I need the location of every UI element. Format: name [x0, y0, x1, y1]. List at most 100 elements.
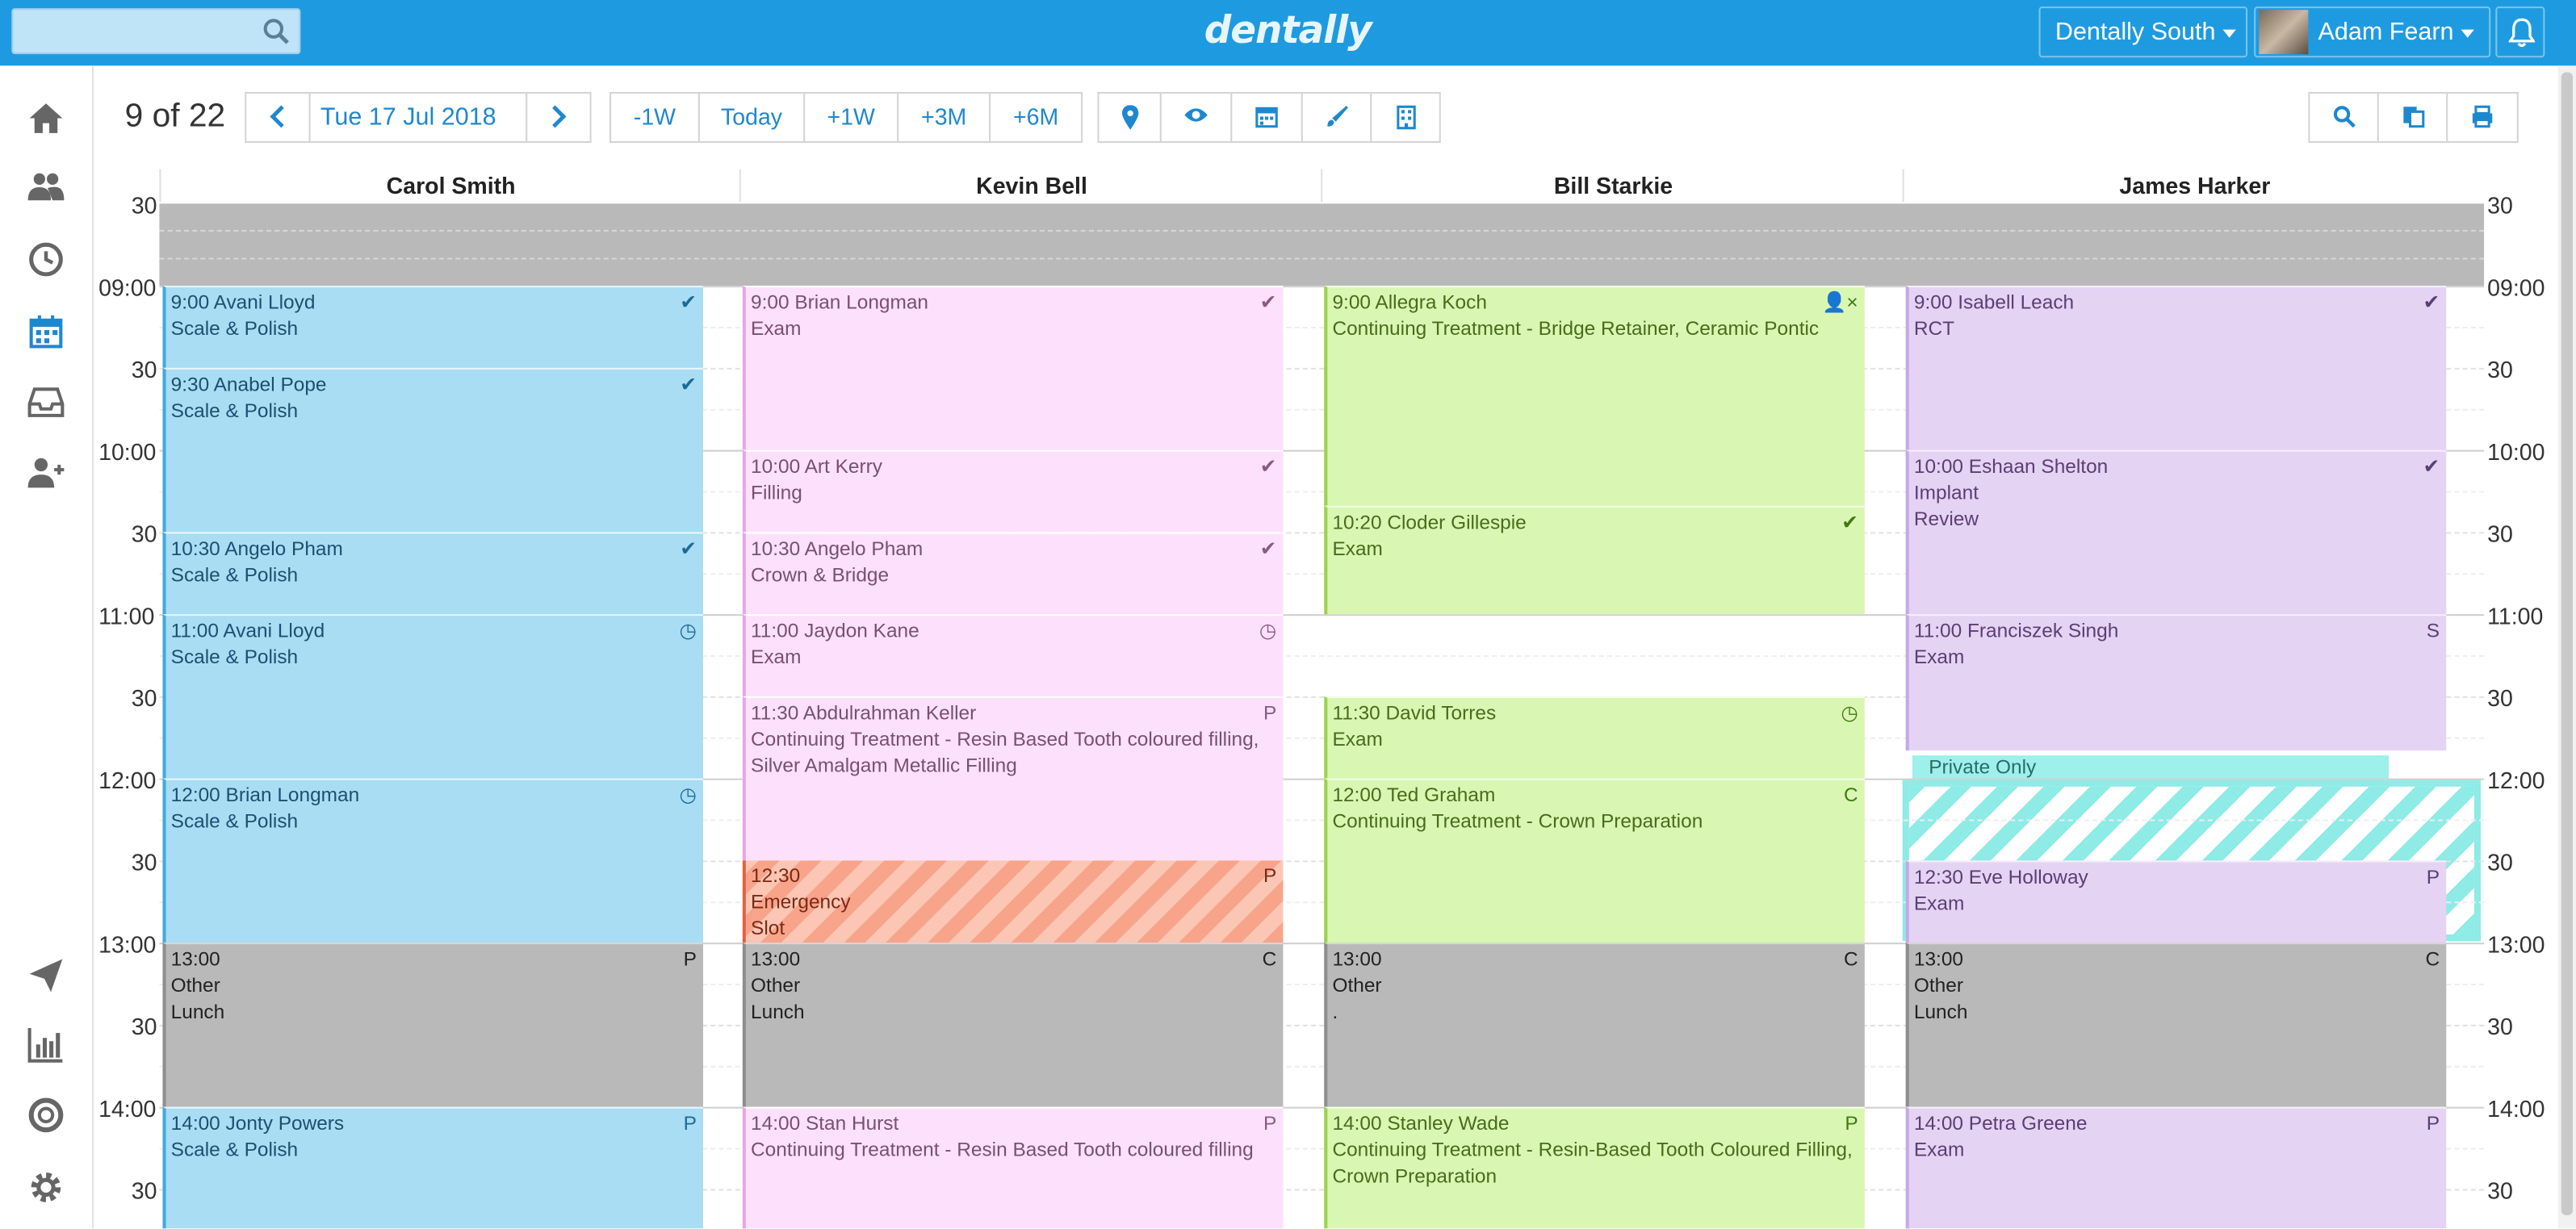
column-header-james-harker: James Harker [1902, 169, 2486, 203]
appointment-status-icon: P [683, 1111, 697, 1135]
appointment-status-icon: P [683, 947, 697, 971]
appointment-detail: Scale & Polish [170, 316, 299, 341]
appointment-time-patient: 13:00 [1332, 947, 1382, 971]
appointment-detail: Lunch [170, 1000, 225, 1023]
practice-name: Dentally South [2055, 18, 2216, 46]
inbox-icon[interactable] [27, 382, 66, 422]
time-label-left: 30 [131, 1013, 157, 1040]
appointment-detail: Lunch [1913, 1000, 1968, 1023]
appointment-status-icon: S [2426, 619, 2440, 642]
eye-icon [1184, 108, 1208, 122]
clock-icon[interactable] [27, 240, 66, 279]
today-button[interactable]: Today [697, 91, 806, 144]
appointment-card[interactable]: 14:00 Petra Greene Exam P [1905, 1106, 2447, 1229]
appointment-time-patient: 9:00 Avani Lloyd [170, 291, 316, 314]
appointment-card[interactable]: 13:00 Other Lunch P [162, 943, 704, 1107]
appointment-detail: Continuing Treatment - Resin-Based Tooth… [1332, 1138, 1853, 1188]
appointment-time-patient: 12:30 Eve Holloway [1913, 865, 2088, 888]
appointment-card[interactable]: 11:30 Abdulrahman Keller Continuing Treat… [742, 696, 1284, 861]
appointment-detail: RCT [1913, 316, 1955, 341]
appointment-card[interactable]: 10:20 Cloder Gillespie Exam ✔ [1324, 504, 1865, 615]
appointment-detail: Scale & Polish [170, 563, 299, 587]
minus-1-week-button[interactable]: -1W [609, 91, 700, 144]
appointment-detail: Exam [751, 316, 802, 341]
appointment-status-icon: P [1263, 1111, 1277, 1135]
next-day-button[interactable] [526, 91, 592, 144]
appointment-card[interactable]: 11:00 Avani Lloyd Scale & Polish ◷ [162, 614, 704, 779]
search-input[interactable] [11, 8, 301, 55]
column-header-bill-starkie: Bill Starkie [1321, 169, 1904, 203]
appointment-card[interactable]: 10:00 Eshaan Shelton Implant Review ✔ [1905, 449, 2447, 615]
appointment-card[interactable]: 10:00 Art Kerry Filling ✔ [742, 449, 1284, 533]
calendar-icon[interactable] [27, 312, 66, 352]
appointment-status-icon: ✔ [1259, 454, 1277, 479]
appointment-card[interactable]: 11:00 Franciszek Singh Exam S [1905, 614, 2447, 751]
send-icon[interactable] [27, 955, 66, 995]
brush-button[interactable] [1301, 91, 1372, 144]
help-icon[interactable] [27, 1095, 66, 1135]
scrollbar-thumb[interactable] [2561, 72, 2573, 1215]
search-appointments-button[interactable] [2308, 91, 2379, 144]
chevron-down-icon [2460, 28, 2473, 37]
grid-line [159, 1189, 2485, 1191]
appointment-card[interactable]: 10:30 Angelo Pham Crown & Bridge ✔ [742, 532, 1284, 615]
appointment-time-patient: 12:30 [751, 863, 801, 887]
appointment-time-patient: 10:00 Eshaan Shelton [1913, 454, 2109, 479]
time-label-right: 10:00 [2487, 438, 2545, 465]
appointment-card[interactable]: 13:00 Other. C [1324, 943, 1865, 1107]
grid-line [159, 1024, 2485, 1026]
appointment-detail: Filling [751, 481, 802, 504]
plus-1-week-button[interactable]: +1W [803, 91, 899, 144]
appointment-card[interactable]: 9:00 Avani Lloyd Scale & Polish ✔ [162, 286, 704, 368]
appointment-card[interactable]: 13:00 Other Lunch C [1905, 943, 2447, 1107]
appointment-card[interactable]: 9:30 Anabel Pope Scale & Polish ✔ [162, 367, 704, 533]
appointment-detail: Continuing Treatment - Crown Preparation [1332, 809, 1703, 833]
appointment-time-patient: 13:00 [1913, 947, 1964, 971]
appointment-card[interactable]: 9:00 Allegra Koch Continuing Treatment - … [1324, 286, 1865, 505]
avatar [2259, 10, 2309, 55]
grid-line [159, 860, 2485, 863]
add-user-icon[interactable] [27, 454, 66, 493]
private-only-label: Private Only [1912, 755, 2390, 780]
search-icon[interactable] [263, 18, 290, 44]
location-button[interactable] [1097, 91, 1162, 144]
grid-line [159, 696, 2485, 698]
appointment-card[interactable]: 14:00 Jonty Powers Scale & Polish P [162, 1106, 704, 1229]
previous-day-button[interactable] [245, 91, 311, 144]
date-picker[interactable]: Tue 17 Jul 2018 [308, 91, 528, 144]
appointment-card[interactable]: 9:00 Isabell Leach RCT ✔ [1905, 286, 2447, 450]
appointment-card[interactable]: 12:00 Ted Graham Continuing Treatment - C… [1324, 778, 1865, 943]
appointment-card[interactable]: 13:00 Other Lunch C [742, 943, 1284, 1107]
practice-dropdown[interactable]: Dentally South [2038, 6, 2248, 58]
calendar-view-button[interactable] [1230, 91, 1303, 144]
plus-6-months-button[interactable]: +6M [989, 91, 1083, 144]
view-button[interactable] [1159, 91, 1233, 144]
chevron-down-icon [2222, 28, 2235, 37]
copy-button[interactable] [2377, 91, 2448, 144]
appointment-card[interactable]: 11:00 Jaydon Kane Exam ◷ [742, 614, 1284, 696]
time-label-left: 30 [131, 1177, 157, 1204]
user-menu[interactable]: Adam Fearn [2254, 6, 2491, 58]
appointment-card[interactable]: 10:30 Angelo Pham Scale & Polish ✔ [162, 532, 704, 615]
appointment-status-icon: ✔ [2423, 454, 2440, 479]
plus-3-months-button[interactable]: +3M [897, 91, 991, 144]
appointment-card[interactable]: 9:00 Brian Longman Exam ✔ [742, 286, 1284, 450]
patients-icon[interactable] [27, 168, 66, 207]
appointment-card[interactable]: 14:00 Stanley Wade Continuing Treatment -… [1324, 1106, 1865, 1229]
scrollbar[interactable] [2557, 65, 2576, 1229]
appointment-card[interactable]: 11:30 David Torres Exam ◷ [1324, 696, 1865, 779]
home-icon[interactable] [27, 98, 66, 138]
appointment-card[interactable]: 14:00 Stan Hurst Continuing Treatment - R… [742, 1106, 1284, 1229]
time-label-left: 30 [131, 192, 157, 219]
calendar-icon [1255, 107, 1278, 128]
appointment-card[interactable]: 12:30 Emergency Slot P [742, 860, 1284, 943]
appointment-card[interactable]: 12:00 Brian Longman Scale & Polish ◷ [162, 778, 704, 943]
time-label-left: 09:00 [98, 274, 157, 301]
appointment-time-patient: 11:00 Franciszek Singh [1913, 619, 2119, 642]
building-button[interactable] [1370, 91, 1441, 144]
print-button[interactable] [2446, 91, 2519, 144]
notifications-button[interactable] [2495, 6, 2545, 58]
appointment-card[interactable]: 12:30 Eve Holloway Exam P [1905, 860, 2447, 943]
settings-icon[interactable] [27, 1168, 66, 1207]
reports-icon[interactable] [27, 1025, 66, 1064]
